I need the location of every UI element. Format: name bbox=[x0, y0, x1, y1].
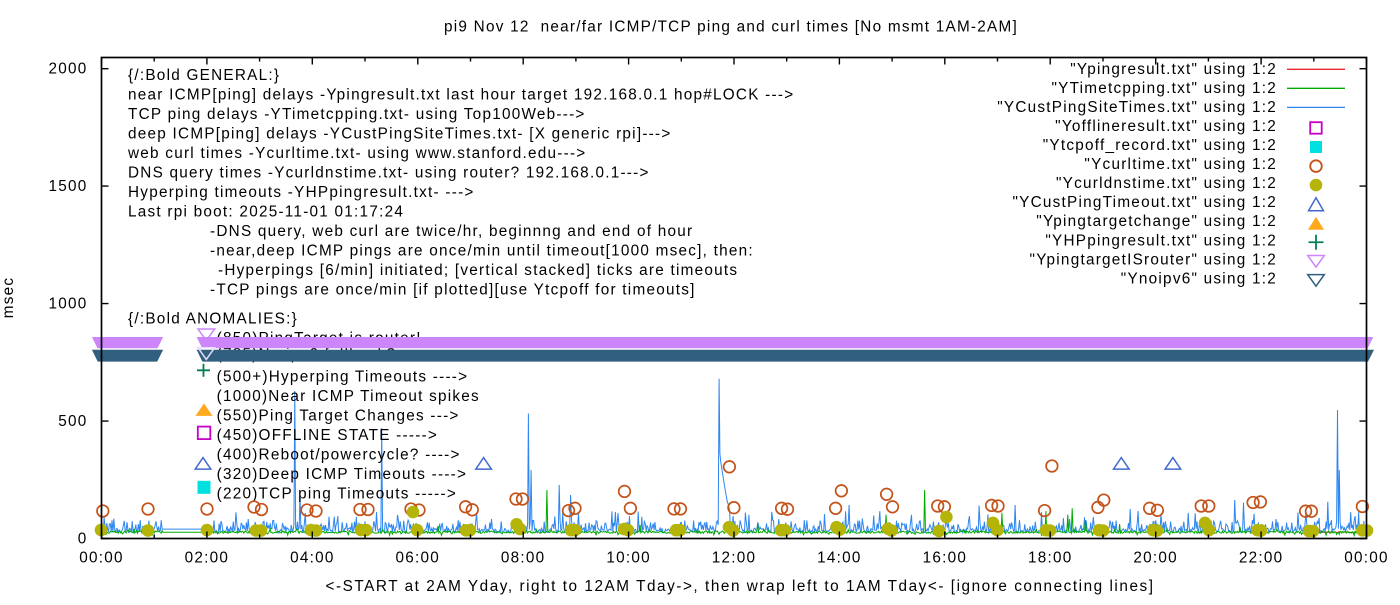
svg-text:1000: 1000 bbox=[48, 296, 87, 313]
svg-text:"Ynoipv6" using 1:2: "Ynoipv6" using 1:2 bbox=[1121, 270, 1277, 287]
svg-text:16:00: 16:00 bbox=[923, 549, 968, 566]
svg-text:22:00: 22:00 bbox=[1239, 549, 1284, 566]
svg-text:(400)Reboot/powercycle? ---->: (400)Reboot/powercycle? ----> bbox=[217, 447, 461, 464]
svg-text:(450)OFFLINE STATE ----->: (450)OFFLINE STATE -----> bbox=[217, 427, 438, 444]
svg-text:"Ytcpoff_record.txt" using 1:2: "Ytcpoff_record.txt" using 1:2 bbox=[1043, 137, 1277, 154]
svg-text:pi9 Nov 12 near/far ICMP/TCP: pi9 Nov 12 near/far ICMP/TCP ping and cu… bbox=[444, 19, 1018, 36]
svg-text:08:00: 08:00 bbox=[501, 549, 546, 566]
svg-text:near ICMP[ping] delays -Ypingr: near ICMP[ping] delays -Ypingresult.txt … bbox=[128, 87, 794, 104]
svg-text:"Ypingtargetchange" using 1:2: "Ypingtargetchange" using 1:2 bbox=[1036, 213, 1277, 230]
svg-text:(1000)Near ICMP Timeout spikes: (1000)Near ICMP Timeout spikes bbox=[217, 388, 480, 405]
svg-text:06:00: 06:00 bbox=[395, 549, 440, 566]
svg-text:"Ycurltime.txt" using 1:2: "Ycurltime.txt" using 1:2 bbox=[1084, 156, 1277, 173]
svg-text:20:00: 20:00 bbox=[1133, 549, 1178, 566]
svg-text:12:00: 12:00 bbox=[712, 549, 757, 566]
svg-text:10:00: 10:00 bbox=[606, 549, 651, 566]
svg-text:{/:Bold GENERAL:}: {/:Bold GENERAL:} bbox=[128, 67, 280, 84]
svg-text:-TCP pings are once/min [if pl: -TCP pings are once/min [if plotted][use… bbox=[210, 282, 696, 299]
svg-text:"Ycurldnstime.txt" using 1:2: "Ycurldnstime.txt" using 1:2 bbox=[1056, 175, 1277, 192]
svg-text:msec: msec bbox=[0, 277, 17, 319]
svg-text:TCP ping delays -YTimetcpping.: TCP ping delays -YTimetcpping.txt- using… bbox=[128, 106, 586, 123]
svg-text:-Hyperpings [6/min] initiated;: -Hyperpings [6/min] initiated; [vertical… bbox=[218, 262, 738, 279]
svg-text:"Ypingresult.txt" using 1:2: "Ypingresult.txt" using 1:2 bbox=[1070, 61, 1277, 78]
svg-text:1500: 1500 bbox=[48, 178, 87, 195]
svg-text:-DNS query, web curl are twice: -DNS query, web curl are twice/hr, begin… bbox=[210, 223, 693, 240]
svg-text:"YCustPingTimeout.txt" using 1: "YCustPingTimeout.txt" using 1:2 bbox=[1012, 194, 1277, 211]
svg-text:Hyperping timeouts -YHPpingres: Hyperping timeouts -YHPpingresult.txt- -… bbox=[128, 184, 475, 201]
svg-text:<-START at 2AM Yday, right to: <-START at 2AM Yday, right to 12AM Tday-… bbox=[326, 578, 1155, 595]
svg-text:"YTimetcpping.txt" using 1:2: "YTimetcpping.txt" using 1:2 bbox=[1051, 80, 1277, 97]
svg-text:DNS query times -Ycurldnstime.: DNS query times -Ycurldnstime.txt- using… bbox=[128, 165, 650, 182]
svg-text:500: 500 bbox=[58, 413, 87, 430]
svg-text:"Yofflineresult.txt" using 1:2: "Yofflineresult.txt" using 1:2 bbox=[1055, 118, 1277, 135]
svg-text:18:00: 18:00 bbox=[1028, 549, 1073, 566]
svg-text:(220)TCP ping Timeouts ----->: (220)TCP ping Timeouts -----> bbox=[217, 486, 457, 503]
svg-text:04:00: 04:00 bbox=[290, 549, 335, 566]
svg-text:2000: 2000 bbox=[48, 61, 87, 78]
svg-text:14:00: 14:00 bbox=[817, 549, 862, 566]
svg-text:-near,deep ICMP pings are once: -near,deep ICMP pings are once/min until… bbox=[210, 243, 754, 260]
svg-text:{/:Bold ANOMALIES:}: {/:Bold ANOMALIES:} bbox=[128, 311, 298, 328]
svg-text:"YpingtargetISrouter" using 1:: "YpingtargetISrouter" using 1:2 bbox=[1030, 251, 1277, 268]
svg-text:(500+)Hyperping Timeouts ---->: (500+)Hyperping Timeouts ----> bbox=[217, 369, 469, 386]
svg-text:0: 0 bbox=[78, 531, 88, 548]
svg-text:02:00: 02:00 bbox=[185, 549, 230, 566]
svg-text:web curl times -Ycurltime.txt-: web curl times -Ycurltime.txt- using www… bbox=[127, 145, 586, 162]
svg-text:00:00: 00:00 bbox=[79, 549, 124, 566]
svg-text:Last rpi boot: 2025-11-01 01:1: Last rpi boot: 2025-11-01 01:17:24 bbox=[128, 204, 404, 221]
svg-text:(320)Deep ICMP Timeouts ---->: (320)Deep ICMP Timeouts ----> bbox=[217, 466, 468, 483]
svg-text:00:00: 00:00 bbox=[1344, 549, 1389, 566]
svg-text:"YCustPingSiteTimes.txt" using: "YCustPingSiteTimes.txt" using 1:2 bbox=[997, 99, 1277, 116]
svg-text:(550)Ping Target Changes --->: (550)Ping Target Changes ---> bbox=[217, 408, 460, 425]
svg-text:deep ICMP[ping] delays -YCustP: deep ICMP[ping] delays -YCustPingSiteTim… bbox=[128, 126, 672, 143]
svg-text:"YHPpingresult.txt" using 1:2: "YHPpingresult.txt" using 1:2 bbox=[1045, 232, 1277, 249]
